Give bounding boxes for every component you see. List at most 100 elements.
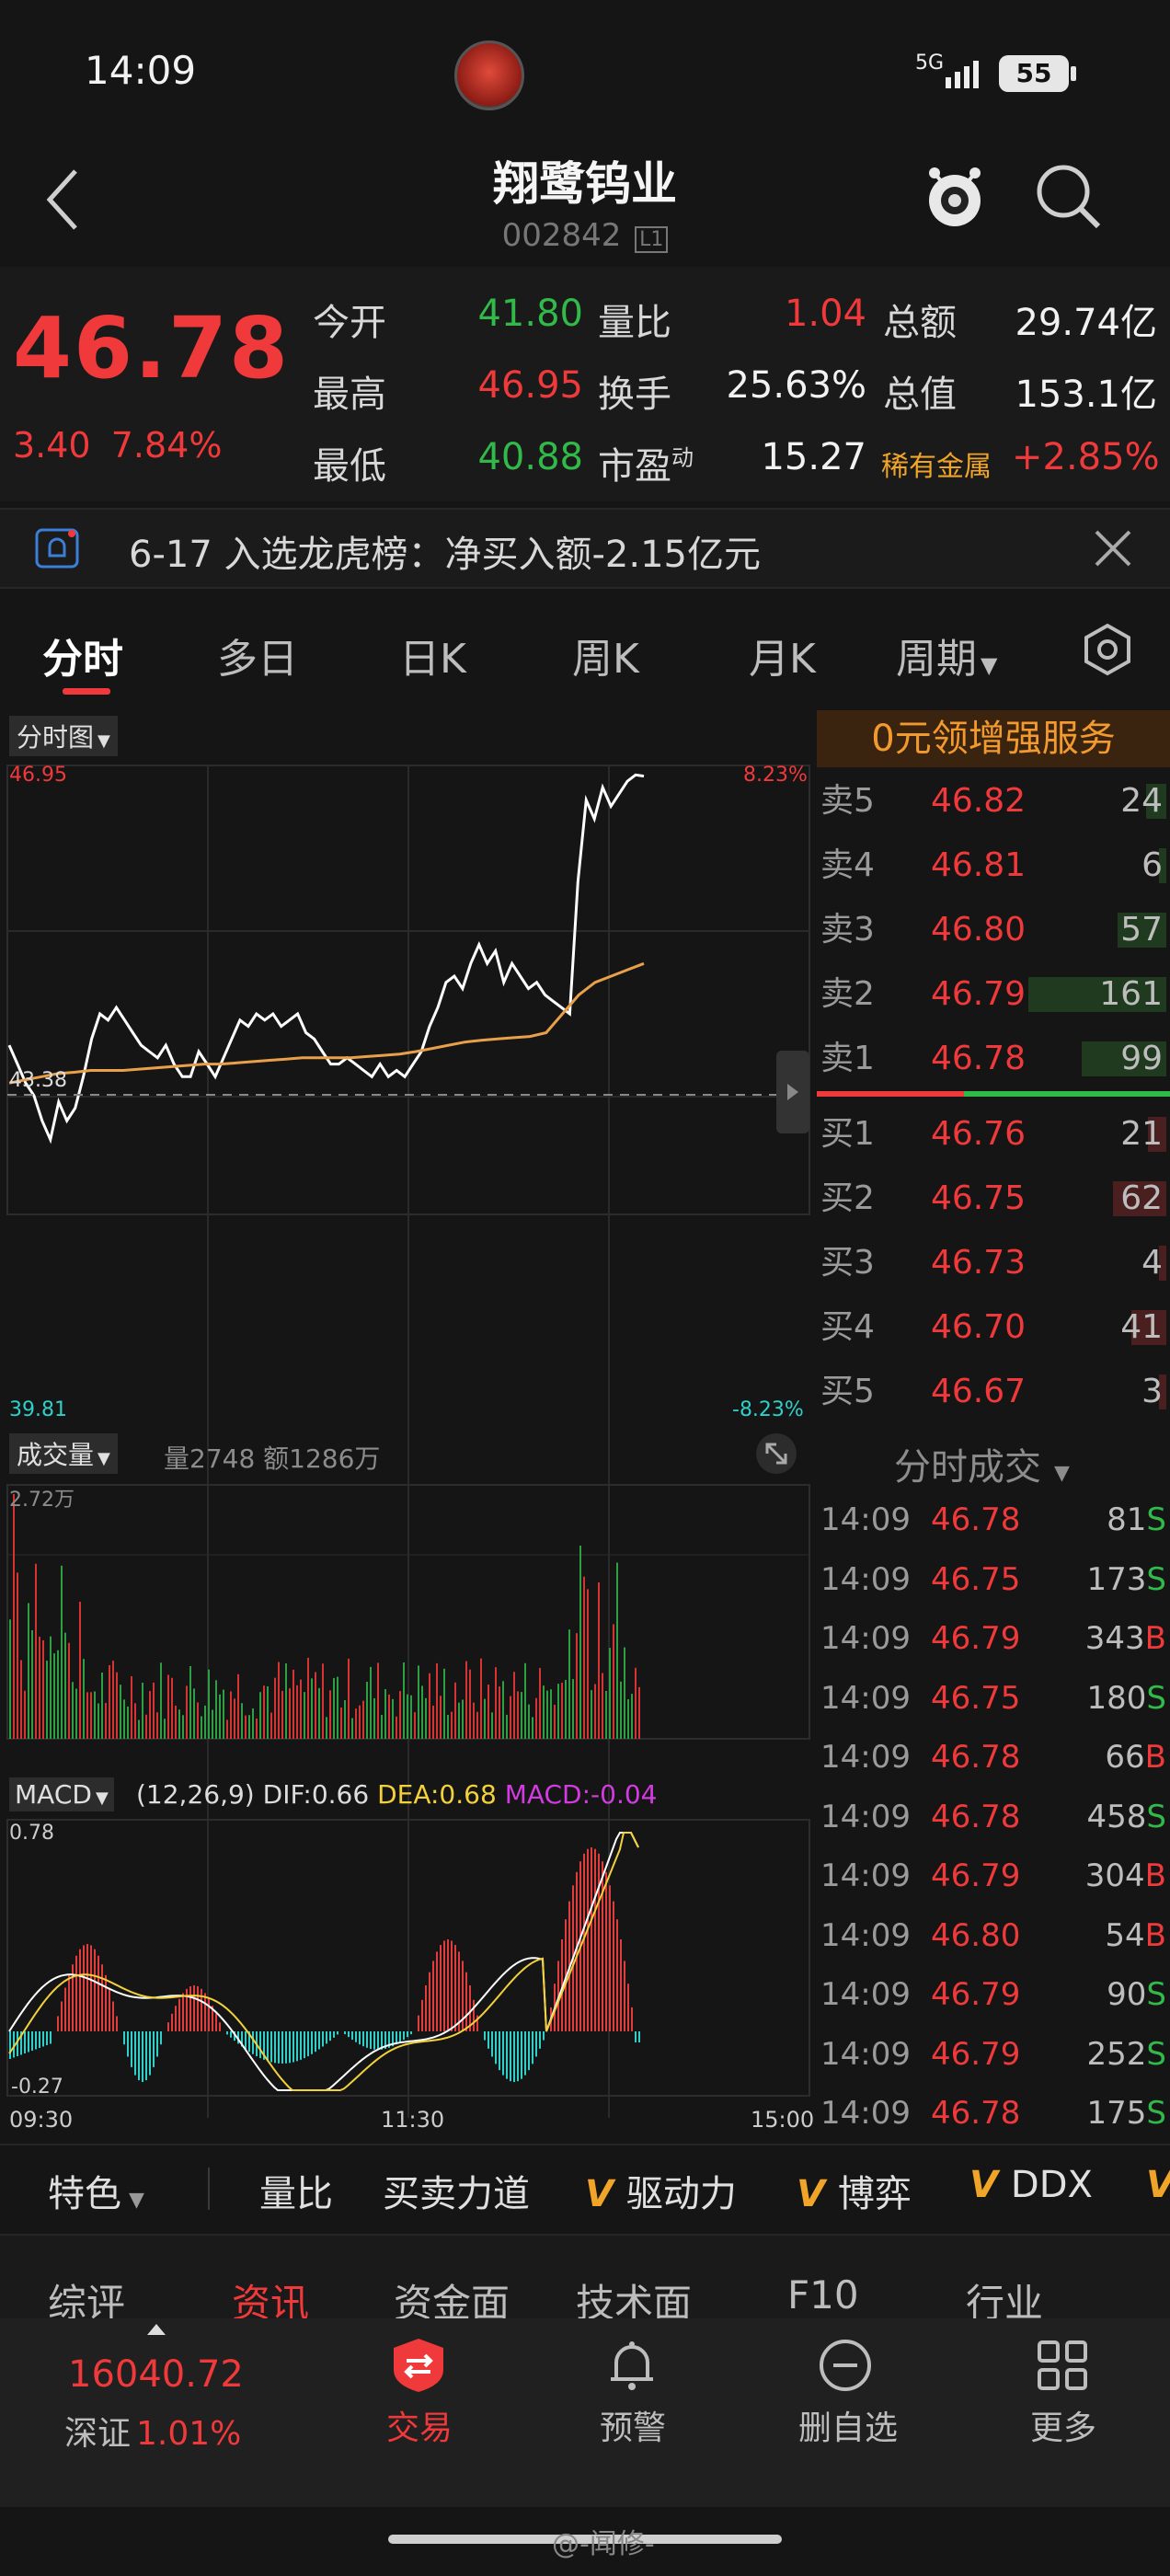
macd-bar <box>407 2031 408 2038</box>
tab-weekly-k[interactable]: 周K <box>572 636 639 683</box>
bid-volume-bar <box>1159 1246 1166 1281</box>
index-value[interactable]: 16040.72 <box>68 2353 244 2396</box>
promo-banner[interactable]: 0元领增强服务 <box>817 710 1170 767</box>
index-info[interactable]: 深证 1.01% <box>64 2407 241 2455</box>
trade-price: 46.79 <box>931 1620 1021 1657</box>
sector-change[interactable]: +2.85% <box>1012 436 1160 478</box>
tab-overview[interactable]: 综评 <box>48 2281 126 2326</box>
macd-bar <box>68 1974 70 2031</box>
tab-technical[interactable]: 技术面 <box>576 2281 693 2326</box>
expand-icon[interactable] <box>756 1433 797 1474</box>
volume-bar <box>120 1685 121 1739</box>
volume-bar <box>451 1711 453 1739</box>
time-start: 09:30 <box>9 2107 74 2133</box>
chevron-down-icon: ▼ <box>981 652 998 678</box>
volume-bar <box>178 1709 180 1739</box>
macd-bar <box>396 2031 397 2045</box>
nav-alert[interactable]: 预警 <box>599 2409 666 2447</box>
bid-row[interactable]: 买1 46.76 21 <box>817 1102 1170 1167</box>
feature-ddx[interactable]: V DDX <box>969 2164 1093 2206</box>
notice-bar[interactable] <box>0 508 1170 589</box>
sector-name[interactable]: 稀有金属 <box>881 451 992 483</box>
bid-row[interactable]: 买3 46.73 4 <box>817 1231 1170 1295</box>
volume-bar <box>197 1702 199 1739</box>
macd-bar <box>189 1985 191 2031</box>
bid-row[interactable]: 买5 46.67 3 <box>817 1360 1170 1424</box>
volume-bar <box>344 1699 346 1739</box>
home-indicator[interactable] <box>388 2535 782 2544</box>
tab-period[interactable]: 周期 ▼ <box>896 626 997 684</box>
trade-side: S <box>1146 1976 1166 2013</box>
tab-multiday[interactable]: 多日 <box>217 636 298 683</box>
volume-bar <box>241 1703 243 1739</box>
ask-row[interactable]: 卖4 46.81 6 <box>817 834 1170 898</box>
tab-intraday[interactable]: 分时 <box>42 636 123 683</box>
ask-label: 卖5 <box>820 782 875 820</box>
macd-bar <box>35 2031 37 2050</box>
notice-text[interactable]: 6-17 入选龙虎榜：净买入额-2.15亿元 <box>129 534 761 576</box>
search-icon[interactable] <box>1034 162 1104 236</box>
ask-row[interactable]: 卖3 46.80 57 <box>817 898 1170 962</box>
volume-bar <box>535 1697 537 1739</box>
macd-bar <box>443 1940 445 2031</box>
tab-daily-k[interactable]: 日K <box>399 636 466 683</box>
macd-bar <box>278 2031 280 2064</box>
macd-min-label: -0.27 <box>11 2076 63 2099</box>
volume-bar <box>201 1716 202 1739</box>
tab-industry[interactable]: 行业 <box>966 2281 1044 2326</box>
feature-special[interactable]: 特色 ▼ <box>48 2164 144 2217</box>
ask-row[interactable]: 卖2 46.79 161 <box>817 962 1170 1027</box>
trades-header[interactable]: 分时成交 ▼ <box>894 1437 1070 1490</box>
macd-bar <box>241 2031 243 2047</box>
volume-bar <box>259 1692 261 1739</box>
assistant-icon[interactable] <box>920 160 990 237</box>
bell-icon[interactable] <box>603 2337 660 2398</box>
remove-circle-icon[interactable] <box>817 2337 874 2398</box>
volume-bar <box>631 1694 633 1739</box>
trade-volume-value: 458 <box>1086 1798 1147 1835</box>
bid-row[interactable]: 买4 46.70 41 <box>817 1295 1170 1360</box>
intraday-chart[interactable] <box>0 710 813 2127</box>
nav-more[interactable]: 更多 <box>1029 2409 1096 2447</box>
volume-bar <box>42 1639 44 1739</box>
feature-volume-ratio[interactable]: 量比 <box>259 2173 333 2215</box>
volume-bar <box>429 1673 430 1739</box>
tab-f10[interactable]: F10 <box>787 2272 859 2317</box>
volume-bar <box>75 1688 77 1739</box>
grid-icon[interactable] <box>1034 2337 1091 2398</box>
feature-buy-sell-power[interactable]: 买卖力道 <box>383 2173 530 2215</box>
tab-news[interactable]: 资讯 <box>232 2281 310 2326</box>
bid-row[interactable]: 买2 46.75 62 <box>817 1167 1170 1231</box>
back-icon[interactable] <box>44 167 81 236</box>
macd-bar <box>28 2031 29 2053</box>
volume-bar <box>613 1624 614 1739</box>
trade-icon[interactable] <box>390 2337 447 2398</box>
close-icon[interactable] <box>1093 528 1133 572</box>
info-tabs <box>0 2236 1170 2318</box>
macd-select[interactable]: MACD ▼ <box>9 1777 114 1811</box>
macd-bar <box>17 2031 18 2056</box>
trade-price: 46.78 <box>931 1798 1021 1835</box>
ask-row[interactable]: 卖1 46.78 99 <box>817 1027 1170 1091</box>
volume-bar <box>13 1494 15 1739</box>
tab-funds[interactable]: 资金面 <box>394 2281 510 2326</box>
trade-price: 46.75 <box>931 1560 1021 1598</box>
volume-bar <box>572 1679 574 1739</box>
macd-bar <box>259 2031 261 2059</box>
feature-game[interactable]: V 博弈 <box>797 2164 912 2217</box>
volume-bar <box>568 1629 570 1739</box>
volume-bar <box>557 1684 559 1739</box>
nav-remove-watchlist[interactable]: 删自选 <box>797 2409 898 2447</box>
ask-row[interactable]: 卖5 46.82 24 <box>817 769 1170 834</box>
macd-bar <box>24 2031 26 2053</box>
macd-bar <box>502 2031 504 2076</box>
volume-select[interactable]: 成交量 ▼ <box>9 1433 118 1474</box>
settings-icon[interactable] <box>1080 622 1135 681</box>
nav-trade[interactable]: 交易 <box>385 2409 453 2447</box>
tab-monthly-k[interactable]: 月K <box>749 636 816 683</box>
volume-bar <box>499 1686 500 1739</box>
feature-driving-force[interactable]: V 驱动力 <box>585 2164 737 2217</box>
macd-bar <box>171 2013 173 2031</box>
chart-type-select[interactable]: 分时图 ▼ <box>9 716 118 756</box>
macd-bar <box>134 2031 136 2076</box>
